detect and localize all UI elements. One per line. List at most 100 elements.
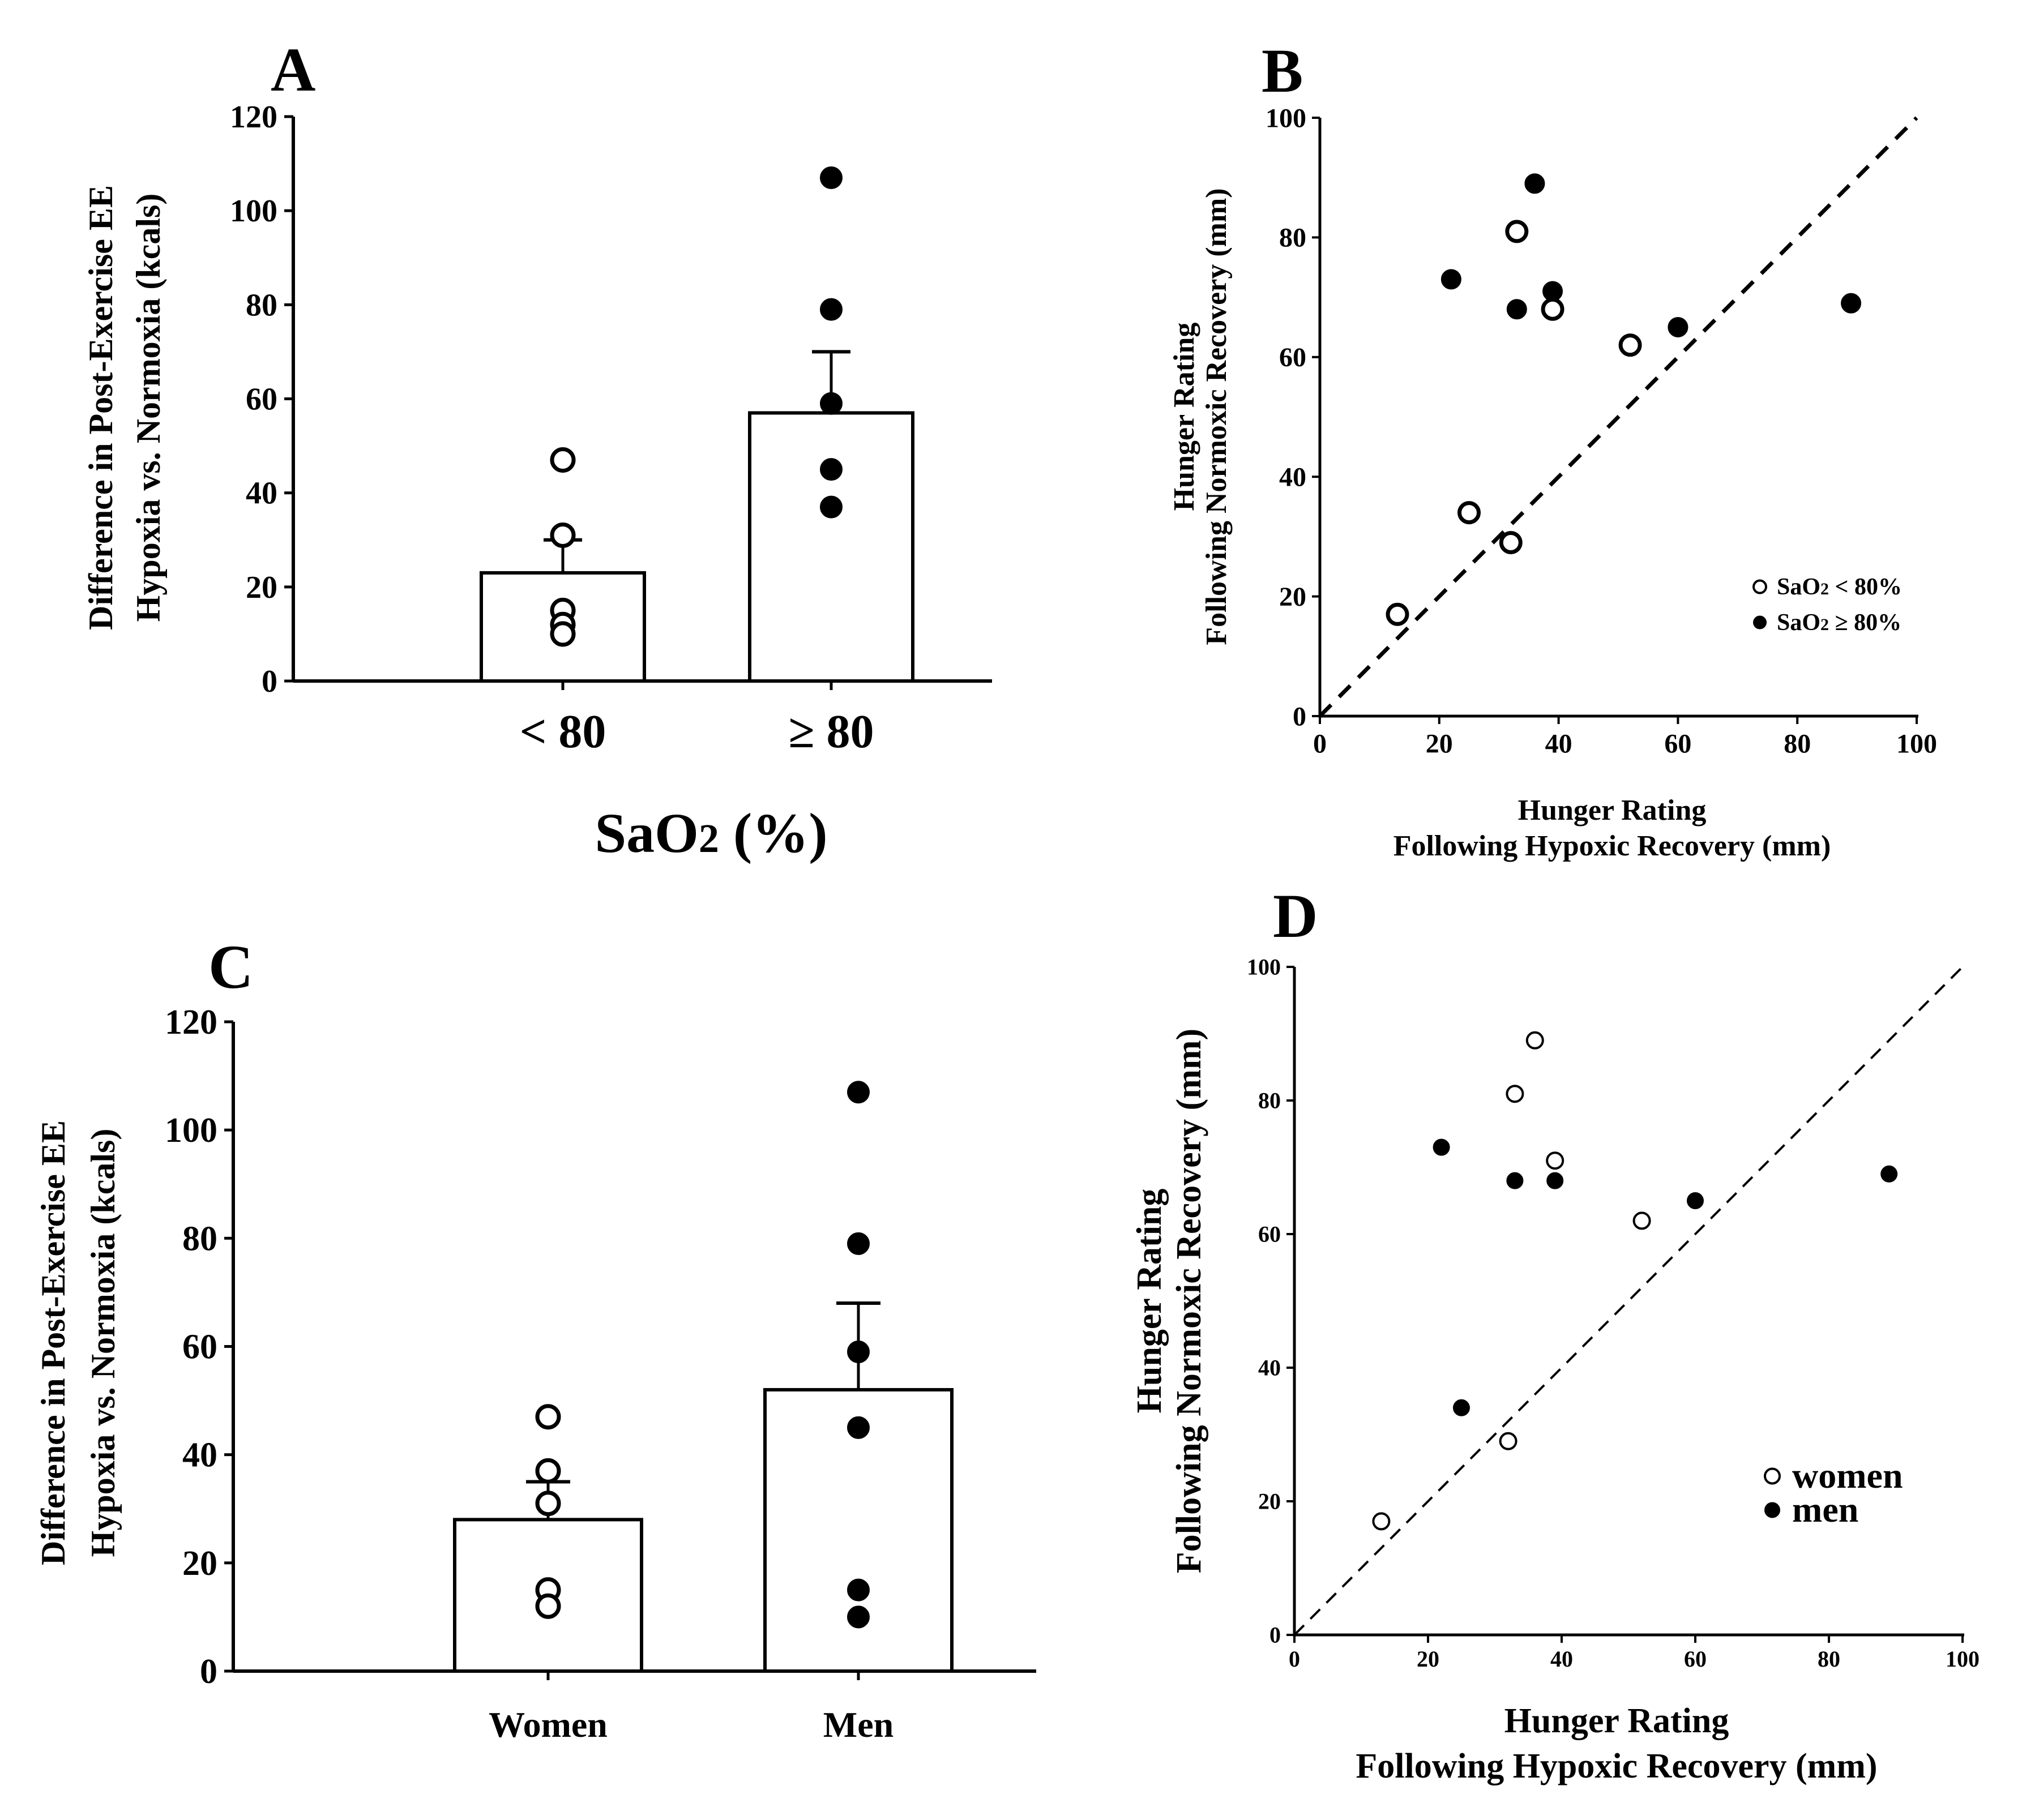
y-tick-label: 60 [246, 382, 277, 417]
y-tick-label: 40 [1258, 1355, 1281, 1381]
y-tick-label: 120 [230, 100, 277, 135]
data-point [1499, 530, 1523, 554]
y-tick-label: 100 [230, 194, 277, 229]
data-point [847, 1341, 870, 1364]
legend-label: women [1792, 1455, 1903, 1496]
x-axis-label-part: (%) [719, 802, 828, 864]
data-point [550, 621, 576, 647]
y-tick-label: 80 [1279, 223, 1306, 253]
panel-a: 0 20 40 60 80 100 120 < 80 ≥ 80 Difference in Pos… [82, 100, 992, 864]
x-tick-label: 80 [1818, 1646, 1840, 1672]
x-tick-label: 20 [1417, 1646, 1439, 1672]
data-point [820, 495, 843, 519]
data-point [1457, 501, 1481, 525]
data-point [820, 166, 843, 190]
y-tick-label: 0 [262, 664, 277, 699]
y-tick-label: 100 [1247, 954, 1281, 980]
x-tick-label: Women [489, 1705, 608, 1745]
y-tick-label: 80 [1258, 1088, 1281, 1114]
x-axis-label: Hunger Rating [1504, 1702, 1729, 1740]
data-point [1433, 1138, 1450, 1156]
x-axis-label: Following Hypoxic Recovery (mm) [1356, 1747, 1877, 1785]
data-point [1506, 299, 1527, 320]
data-point [1506, 1085, 1524, 1103]
panel-c: 0 20 40 60 80 100 120 Women Men Difference in Pos… [35, 1003, 1036, 1745]
legend-label: SaO2 ≥ 80% [1777, 610, 1901, 636]
data-point [1505, 220, 1529, 243]
x-axis-label-part: SaO [595, 802, 698, 864]
legend-label-part: SaO [1777, 574, 1820, 600]
x-tick-label: 80 [1784, 729, 1811, 759]
y-tick-label: 20 [1279, 582, 1306, 612]
data-point [847, 1416, 870, 1439]
y-tick-label: 0 [1293, 701, 1306, 731]
x-axis-label: Following Hypoxic Recovery (mm) [1393, 830, 1831, 862]
data-point [535, 1593, 561, 1619]
data-point [1841, 293, 1862, 314]
data-point [1542, 281, 1563, 302]
legend-marker [1753, 615, 1767, 629]
y-tick-label: 20 [182, 1544, 217, 1583]
data-point [550, 447, 576, 473]
y-tick-label: 20 [1258, 1489, 1281, 1514]
data-point [1386, 602, 1409, 626]
y-tick-label: 60 [1258, 1222, 1281, 1247]
data-point [847, 1605, 870, 1629]
identity-line [1318, 116, 1918, 718]
x-tick-label: 40 [1545, 729, 1572, 759]
data-point [1632, 1211, 1651, 1230]
data-point [1524, 173, 1545, 194]
panel-label-d: D [1273, 881, 1318, 950]
legend-label-sub: 2 [1820, 580, 1829, 598]
x-tick-label: 0 [1289, 1646, 1300, 1672]
data-point [1687, 1192, 1704, 1209]
legend-label: men [1792, 1489, 1858, 1530]
y-axis-label: Hypoxia vs. Normoxia (kcals) [130, 194, 167, 622]
legend-label-part: women [1792, 1455, 1903, 1496]
y-tick-label: 80 [182, 1219, 217, 1258]
data-point [1453, 1399, 1470, 1416]
x-tick-label: 100 [1896, 729, 1937, 759]
legend-label-sub: 2 [1820, 615, 1829, 634]
data-point [535, 1491, 561, 1517]
legend-label: SaO2 < 80% [1777, 574, 1902, 600]
y-tick-label: 60 [182, 1328, 217, 1367]
legend-marker [1764, 1467, 1781, 1485]
data-point [535, 1404, 561, 1430]
data-point [1541, 297, 1564, 321]
data-point [535, 1458, 561, 1484]
y-axis-label: Following Normoxic Recovery (mm) [1170, 1029, 1208, 1573]
data-point [1506, 1172, 1524, 1189]
y-axis-label: Difference in Post-Exercise EE [82, 185, 119, 630]
legend-marker [1764, 1502, 1780, 1518]
y-tick-label: 120 [165, 1003, 217, 1042]
y-tick-label: 100 [1266, 103, 1306, 133]
legend-label-part: ≥ 80% [1829, 610, 1901, 636]
y-tick-label: 80 [246, 288, 277, 323]
x-tick-label: 60 [1684, 1646, 1707, 1672]
y-tick-label: 60 [1279, 342, 1306, 372]
y-tick-label: 0 [1269, 1622, 1281, 1648]
x-tick-label: 0 [1313, 729, 1327, 759]
data-point [1525, 1031, 1544, 1050]
bar [748, 411, 914, 683]
y-tick-label: 40 [1279, 463, 1306, 493]
data-point [1499, 1432, 1517, 1450]
data-point [1618, 333, 1642, 357]
data-point [820, 458, 843, 481]
data-point [1880, 1165, 1898, 1183]
x-axis-label: SaO2 (%) [595, 802, 827, 864]
y-axis-label: Hunger Rating [1168, 323, 1200, 511]
legend-label-part: men [1792, 1489, 1858, 1530]
y-axis-label: Following Normoxic Recovery (mm) [1200, 188, 1233, 645]
x-tick-label: ≥ 80 [788, 705, 874, 758]
data-point [820, 298, 843, 321]
y-tick-label: 40 [182, 1436, 217, 1475]
data-point [1668, 316, 1688, 337]
data-point [1372, 1512, 1391, 1531]
y-tick-label: 20 [246, 570, 277, 605]
x-tick-label: 60 [1664, 729, 1691, 759]
y-tick-label: 40 [246, 476, 277, 511]
